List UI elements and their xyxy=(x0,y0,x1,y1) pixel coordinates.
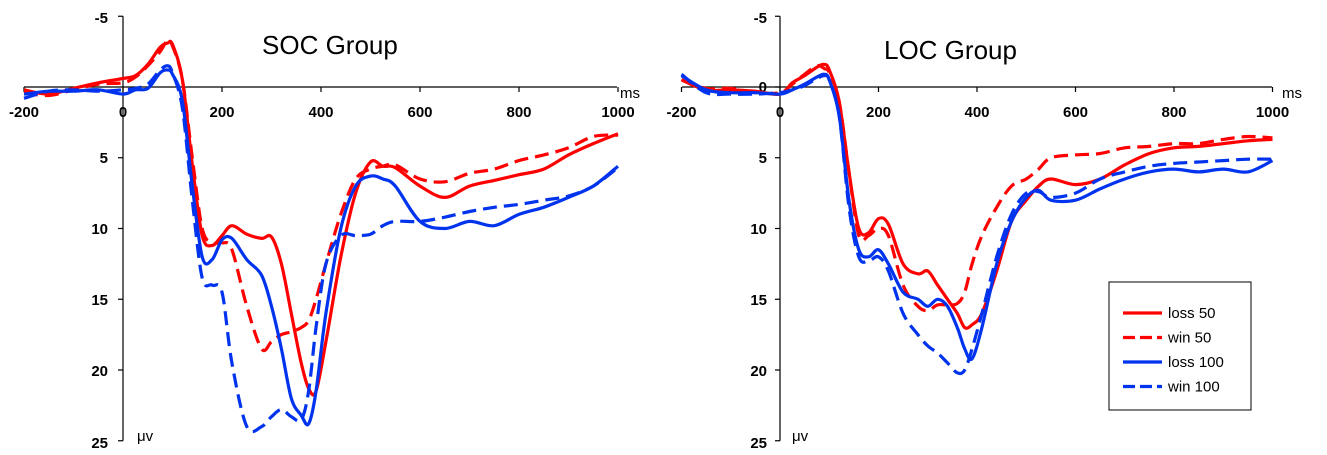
series-line-win-50 xyxy=(680,63,1273,313)
legend-label: win 100 xyxy=(1167,379,1220,396)
loc-group-panel: -5 0 5 10 15 20 25 -200 0 200 400 600 800 1000 LOC Gro… xyxy=(666,10,1302,452)
x-tick-label: 600 xyxy=(1063,104,1088,121)
y-tick-label: 25 xyxy=(750,435,767,450)
y-unit-label: μv xyxy=(137,428,154,445)
x-tick-label: -200 xyxy=(9,104,39,121)
legend-label: loss 100 xyxy=(1168,354,1224,371)
y-unit-label: μv xyxy=(792,428,809,445)
legend-box xyxy=(1108,281,1252,411)
legend-label: win 50 xyxy=(1167,330,1211,347)
legend-label: loss 50 xyxy=(1168,305,1216,322)
y-tick-label: 25 xyxy=(91,435,108,450)
y-tick-label: 5 xyxy=(100,150,108,167)
y-tick-label: -5 xyxy=(754,10,767,27)
series-line-win-100 xyxy=(23,64,619,434)
x-tick-label: 1000 xyxy=(1256,104,1289,121)
chart-title: SOC Group xyxy=(262,30,398,60)
series-line-win-100 xyxy=(680,73,1273,376)
x-tick-label: 800 xyxy=(506,104,531,121)
x-tick-label: 800 xyxy=(1161,104,1186,121)
soc-group-panel: -5 5 10 15 20 25 -200 0 200 400 600 800 1000 SOC Grou… xyxy=(9,10,640,452)
series-line-loss-50 xyxy=(23,39,619,397)
x-tick-label: 600 xyxy=(407,104,432,121)
x-tick-label: -200 xyxy=(666,104,696,121)
y-tick-label: 20 xyxy=(91,363,108,380)
x-tick-label: 1000 xyxy=(601,104,634,121)
x-tick-label: 200 xyxy=(866,104,891,121)
series-line-loss-100 xyxy=(23,68,620,427)
y-tick-label: -5 xyxy=(95,10,108,27)
x-unit-label: ms xyxy=(620,85,640,102)
x-tick-label: 0 xyxy=(119,104,127,121)
x-tick-label: 400 xyxy=(964,104,989,121)
y-tick-label: 10 xyxy=(750,221,767,238)
y-tick-label: 15 xyxy=(750,292,767,309)
x-tick-label: 200 xyxy=(209,104,234,121)
x-unit-label: ms xyxy=(1282,85,1302,102)
y-tick-label: 15 xyxy=(91,292,108,309)
series-line-win-50 xyxy=(23,38,619,353)
y-tick-label: 10 xyxy=(91,221,108,238)
y-tick-label: 20 xyxy=(750,363,767,380)
x-tick-label: 400 xyxy=(308,104,333,121)
y-tick-label: 5 xyxy=(759,150,767,167)
chart-title: LOC Group xyxy=(884,35,1017,65)
x-tick-label: 0 xyxy=(776,104,784,121)
y-tick-label: 0 xyxy=(759,79,767,96)
